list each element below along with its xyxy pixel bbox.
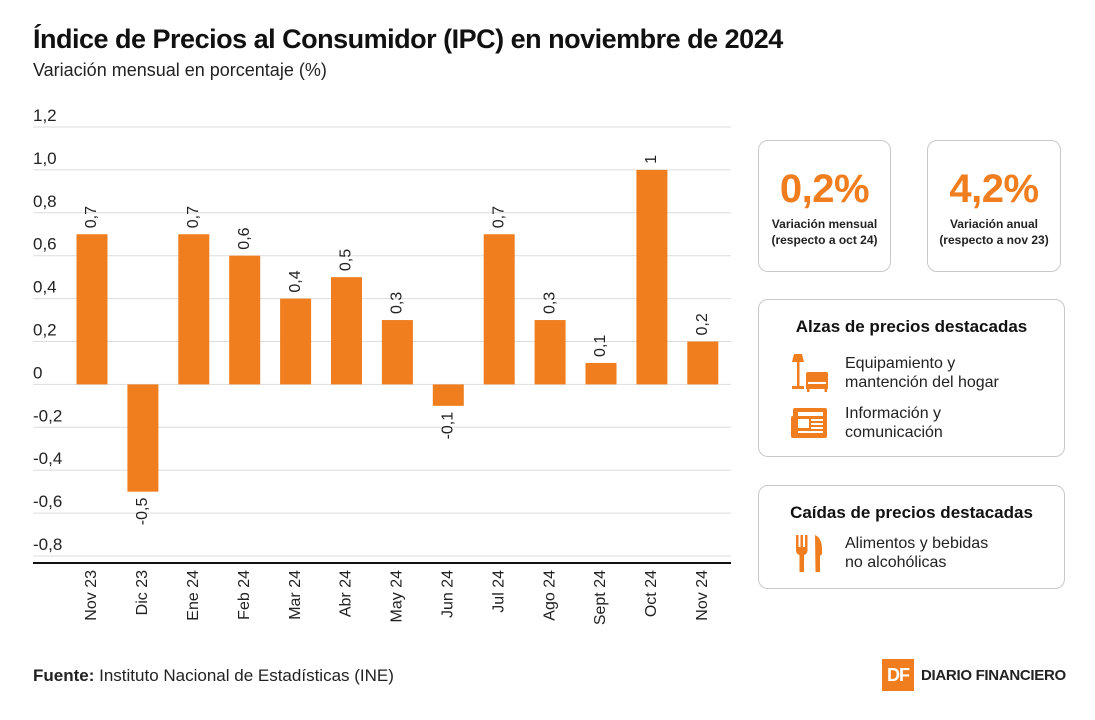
x-tick-label: Nov 23	[83, 570, 100, 621]
x-tick-label: Dic 23	[134, 570, 151, 615]
price-decreases-title: Caídas de precios destacadas	[790, 503, 1033, 522]
source-note: Fuente: Instituto Nacional de Estadístic…	[33, 666, 394, 685]
bar-value-label: 0,2	[694, 313, 711, 335]
increase-item-communication: Información y comunicación	[789, 402, 943, 444]
x-tick-label: Jul 24	[490, 570, 507, 613]
bar-value-label: 0,5	[338, 249, 355, 271]
y-tick-label: -0,8	[33, 535, 62, 554]
bar-value-label: 0,7	[83, 206, 100, 228]
bar	[585, 362, 617, 385]
decrease-item-food: Alimentos y bebidas no alcohólicas	[789, 532, 988, 574]
price-increases-card: Alzas de precios destacadas Equipamiento…	[758, 299, 1065, 457]
newspaper-icon	[791, 408, 827, 438]
bar	[687, 341, 719, 385]
y-tick-label: -0,2	[33, 406, 62, 425]
bar-value-label: -0,1	[440, 412, 457, 440]
bar-value-label: 0,1	[592, 335, 609, 357]
monthly-variation-card: 0,2% Variación mensual (respecto a oct 2…	[758, 140, 891, 272]
x-tick-label: Mar 24	[287, 570, 304, 620]
y-tick-label: 1,2	[33, 106, 57, 125]
chart-subtitle: Variación mensual en porcentaje (%)	[33, 60, 327, 80]
bar-chart: 1,2 1,0 0,8 0,6 0,4 0,2 0 -0,2 -0,4 -0,6 -0,8 0,7 No…	[33, 106, 731, 625]
x-tick-label: May 24	[389, 570, 406, 623]
annual-variation-label: Variación anual (respecto a nov 23)	[939, 217, 1049, 247]
y-tick-label: 0,2	[33, 321, 57, 340]
bar	[636, 169, 668, 385]
bar	[534, 320, 566, 385]
chart-title: Índice de Precios al Consumidor (IPC) en…	[33, 24, 783, 54]
x-tick-label: Ago 24	[541, 570, 558, 621]
annual-variation-value: 4,2%	[949, 167, 1039, 211]
monthly-variation-value: 0,2%	[779, 167, 870, 211]
y-tick-label: -0,4	[33, 449, 62, 468]
y-tick-label: 0,4	[33, 278, 57, 297]
brand-mark: DF	[882, 659, 914, 691]
decrease-item-food-label: Alimentos y bebidas no alcohólicas	[845, 535, 989, 571]
cutlery-icon	[796, 535, 823, 572]
bar-value-label: 0,4	[287, 270, 304, 292]
bar-value-label: 0,3	[389, 292, 406, 314]
x-tick-label: Nov 24	[694, 570, 711, 621]
bar	[229, 255, 261, 385]
bar-value-label: 0,7	[490, 206, 507, 228]
bar-value-label: 0,6	[236, 227, 253, 249]
x-tick-label: Sept 24	[592, 570, 609, 625]
furniture-icon	[792, 354, 828, 392]
y-tick-label: 1,0	[33, 149, 57, 168]
bar-value-label: 1	[643, 155, 660, 164]
x-tick-label: Jun 24	[440, 570, 457, 618]
price-increases-title: Alzas de precios destacadas	[795, 317, 1028, 336]
price-decreases-card: Caídas de precios destacadas Alimentos y…	[758, 485, 1065, 589]
bar	[432, 384, 464, 406]
y-tick-label: 0	[33, 363, 42, 382]
bar-value-label: 0,3	[541, 292, 558, 314]
increase-item-household: Equipamiento y mantención del hogar	[789, 352, 999, 394]
increase-item-household-label: Equipamiento y mantención del hogar	[845, 355, 999, 391]
y-tick-label: 0,8	[33, 192, 57, 211]
bar	[483, 234, 515, 385]
bar	[76, 234, 108, 385]
x-tick-label: Ene 24	[185, 570, 202, 621]
annual-variation-card: 4,2% Variación anual (respecto a nov 23)	[927, 140, 1061, 272]
bar	[178, 234, 210, 385]
bar	[280, 298, 312, 385]
y-tick-label: -0,6	[33, 492, 62, 511]
y-tick-label: 0,6	[33, 235, 57, 254]
bar	[127, 384, 159, 492]
bar-value-label: -0,5	[134, 498, 151, 526]
bar	[381, 320, 413, 385]
monthly-variation-label: Variación mensual (respecto a oct 24)	[771, 217, 878, 247]
x-tick-label: Oct 24	[643, 570, 660, 617]
bar	[331, 277, 362, 385]
bar-value-label: 0,7	[185, 206, 202, 228]
increase-item-communication-label: Información y comunicación	[845, 405, 943, 441]
brand-logo: DF DIARIO FINANCIERO	[882, 659, 1066, 691]
brand-name: DIARIO FINANCIERO	[921, 666, 1066, 684]
x-tick-label: Feb 24	[236, 570, 253, 620]
x-tick-label: Abr 24	[338, 570, 355, 617]
